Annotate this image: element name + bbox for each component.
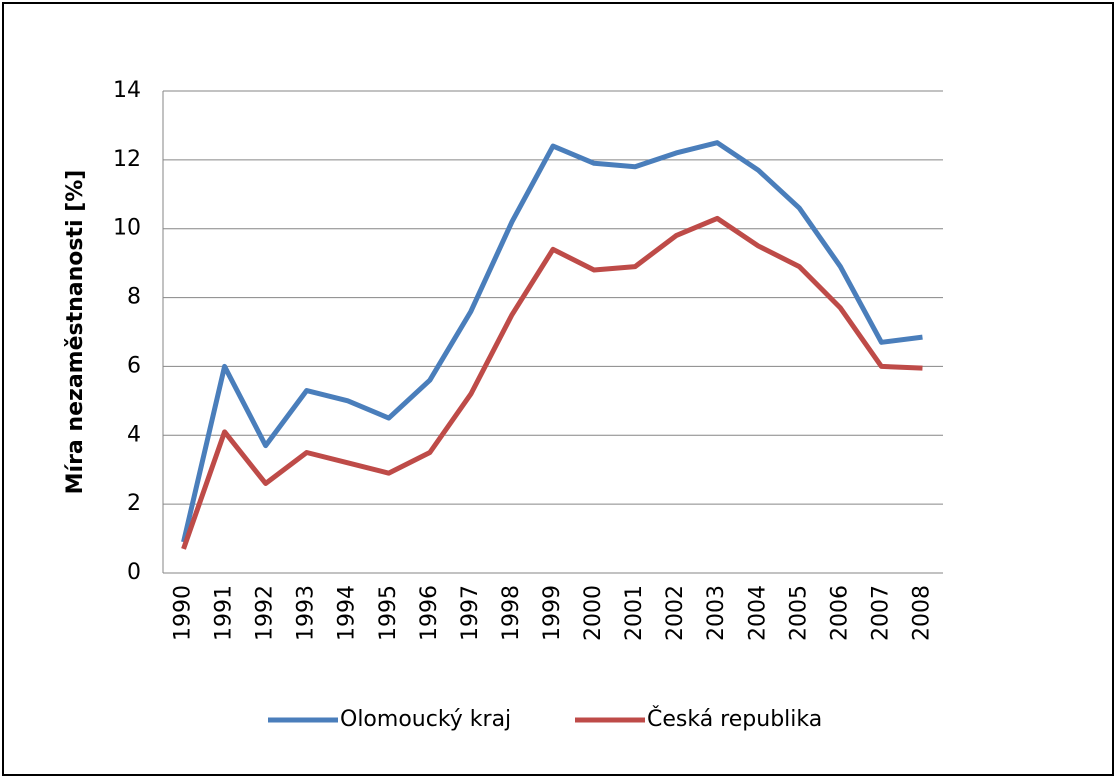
x-tick-label: 2006	[827, 585, 852, 641]
y-tick-label: 6	[127, 353, 141, 378]
x-tick-label: 1992	[253, 585, 278, 641]
x-tick-label: 1993	[294, 585, 319, 641]
line-series	[181, 140, 923, 543]
y-tick-label: 8	[127, 285, 141, 310]
y-tick-label: 14	[113, 78, 141, 103]
x-tick-label: 2001	[622, 585, 647, 641]
line-series	[181, 215, 923, 550]
y-tick-label: 12	[113, 147, 141, 172]
x-tick-label: 1990	[171, 585, 196, 641]
x-tick-label: 1997	[458, 585, 483, 641]
x-tick-label: 2004	[745, 585, 770, 641]
x-tick-label: 1991	[212, 585, 237, 641]
x-tick-label: 1995	[376, 585, 401, 641]
x-tick-label: 1994	[335, 585, 360, 641]
x-tick-label: 2003	[704, 585, 729, 641]
x-tick-label: 2002	[663, 585, 688, 641]
y-tick-label: 10	[113, 216, 141, 241]
x-tick-label: 2008	[909, 585, 934, 641]
x-tick-label: 1996	[417, 585, 442, 641]
y-tick-label: 2	[127, 491, 141, 516]
x-tick-label: 1999	[540, 585, 565, 641]
y-tick-label: 0	[127, 560, 141, 585]
y-tick-label: 4	[127, 422, 141, 447]
x-tick-label: 2005	[786, 585, 811, 641]
legend-label: Česká republika	[647, 706, 822, 732]
x-tick-label: 1998	[499, 585, 524, 641]
x-tick-label: 2000	[581, 585, 606, 641]
x-tick-label: 2007	[868, 585, 893, 641]
y-axis-label: Míra nezaměstnanosti [%]	[63, 170, 88, 495]
legend-label: Olomoucký kraj	[340, 707, 511, 732]
